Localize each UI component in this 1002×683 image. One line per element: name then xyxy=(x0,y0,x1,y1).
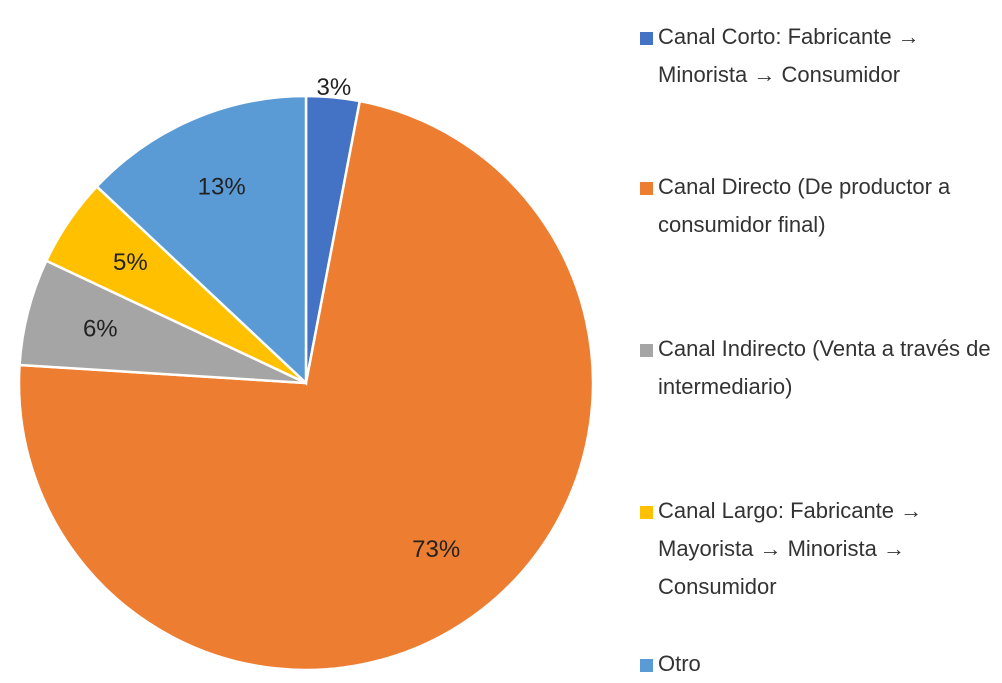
pie-slice xyxy=(95,94,308,386)
legend-item: Canal Corto: Fabricante → Minorista → Co… xyxy=(636,18,992,94)
legend-label: Canal Largo: Fabricante → Mayorista → Mi… xyxy=(658,498,923,599)
data-label: 73% xyxy=(412,536,460,563)
data-label: 5% xyxy=(113,249,148,276)
legend-swatch xyxy=(640,506,653,519)
legend-swatch xyxy=(640,659,653,672)
legend-item: Canal Directo (De productor a consumidor… xyxy=(636,168,992,244)
legend-item: Canal Largo: Fabricante → Mayorista → Mi… xyxy=(636,492,992,606)
data-label: 13% xyxy=(198,173,246,200)
legend-swatch xyxy=(640,182,653,195)
data-label: 6% xyxy=(83,316,118,343)
legend-item: Canal Indirecto (Venta a través de inter… xyxy=(636,330,992,406)
legend-item: Otro xyxy=(636,645,992,683)
chart: 3% 73% 6% 5% 13% xyxy=(17,74,595,672)
legend-swatch xyxy=(640,344,653,357)
legend-label: Otro xyxy=(658,651,701,676)
legend-swatch xyxy=(640,32,653,45)
legend-label: Canal Corto: Fabricante → Minorista → Co… xyxy=(658,24,920,87)
pie-slice xyxy=(17,99,595,672)
data-label: 3% xyxy=(316,74,351,101)
legend-label: Canal Indirecto (Venta a través de inter… xyxy=(658,336,991,399)
legend-label: Canal Directo (De productor a consumidor… xyxy=(658,174,951,237)
